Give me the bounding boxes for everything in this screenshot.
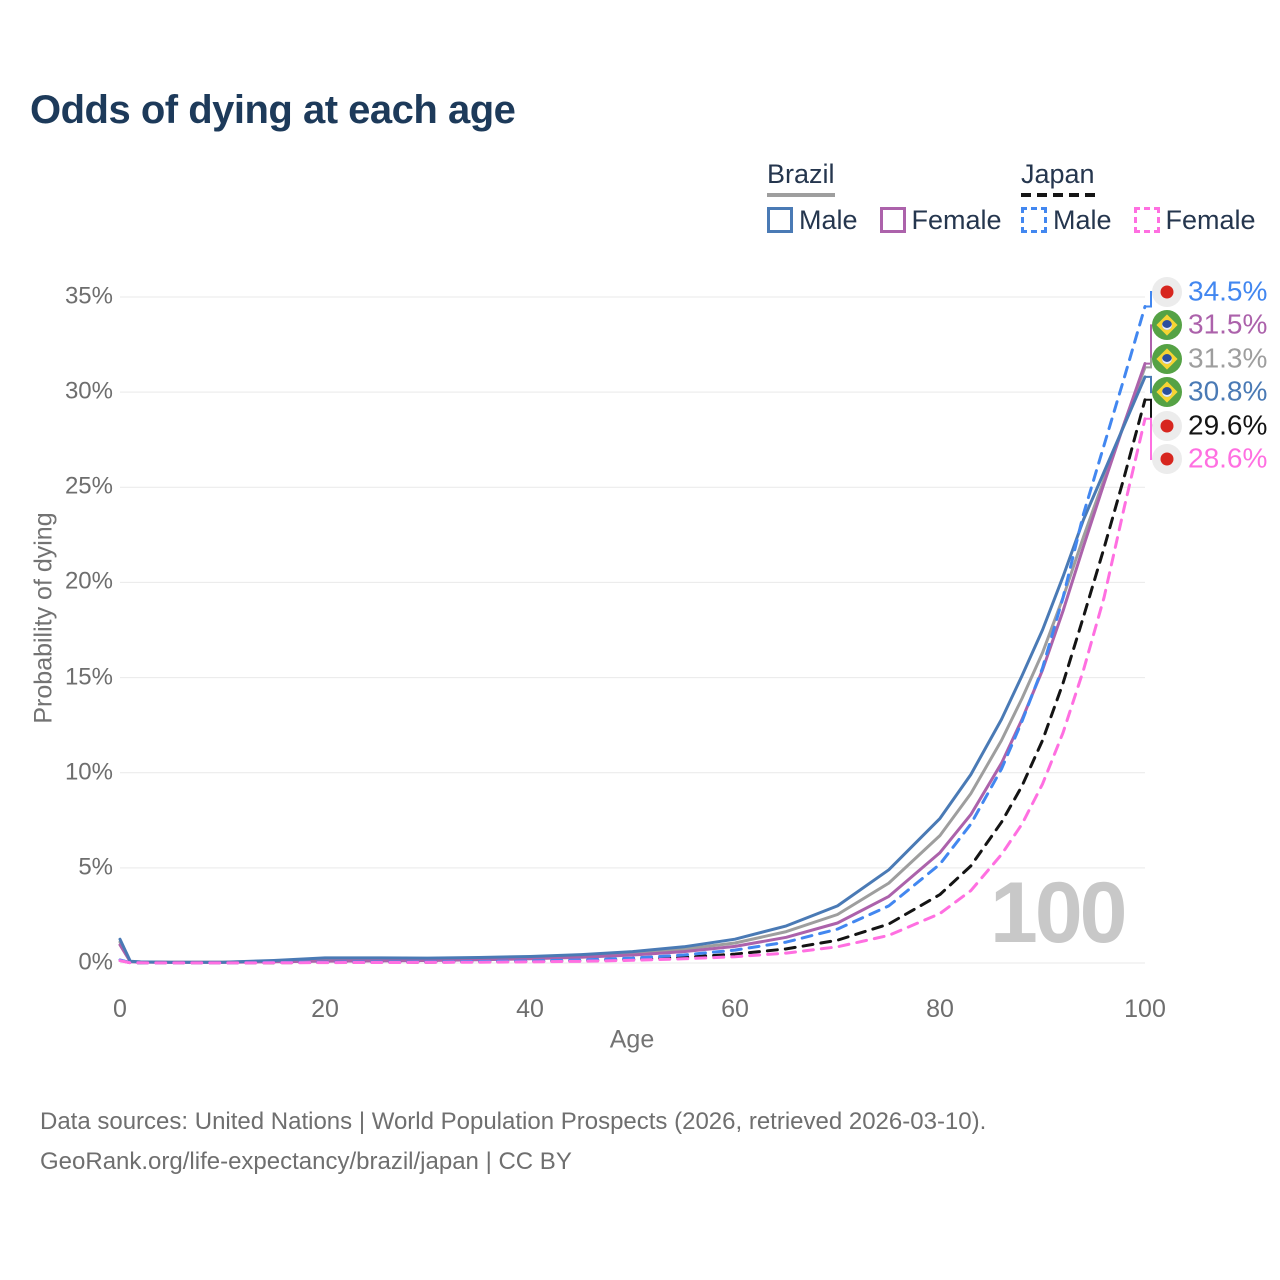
data-sources-note: Data sources: United Nations | World Pop…	[40, 1108, 987, 1135]
brazil-female-swatch-icon	[879, 207, 906, 234]
legend-country-label: Brazil	[767, 159, 835, 189]
y-tick-20: 20%	[64, 567, 113, 595]
legend-item-brazil-female[interactable]: Female	[879, 204, 1002, 236]
x-tick-40: 40	[516, 995, 544, 1023]
japan-male-swatch-icon	[1021, 207, 1047, 234]
end-label-japan-female: 28.6%	[1188, 442, 1268, 474]
end-label-brazil-male: 30.8%	[1188, 375, 1268, 407]
brazil-line-style-swatch	[767, 192, 835, 197]
x-axis-title: Age	[609, 1025, 655, 1054]
y-tick-25: 25%	[64, 472, 113, 500]
legend-item-label: Male	[1053, 204, 1112, 235]
end-label-brazil-both: 31.3%	[1188, 342, 1268, 374]
y-tick-15: 15%	[64, 663, 113, 691]
x-tick-60: 60	[721, 995, 749, 1023]
legend-item-label: Female	[1165, 204, 1256, 235]
end-label-japan-both: 29.6%	[1188, 408, 1268, 440]
x-tick-80: 80	[926, 995, 954, 1023]
y-tick-35: 35%	[64, 282, 113, 310]
y-tick-5: 5%	[78, 853, 113, 881]
x-tick-100: 100	[1124, 995, 1166, 1023]
source-link[interactable]: GeoRank.org/life-expectancy/brazil/japan…	[40, 1148, 572, 1175]
y-tick-30: 30%	[64, 377, 113, 405]
x-tick-0: 0	[113, 995, 127, 1023]
japan-flag-icon	[1152, 410, 1182, 441]
japan-female-swatch-icon	[1133, 207, 1160, 234]
legend-group-japan: Japan Male Female	[1021, 159, 1256, 236]
age-counter-watermark: 100	[990, 865, 1127, 961]
legend-item-japan-male[interactable]: Male	[1021, 205, 1112, 236]
y-axis-title: Probability of dying	[29, 512, 58, 724]
brazil-flag-icon	[1152, 343, 1182, 374]
legend-item-japan-female[interactable]: Female	[1133, 204, 1256, 236]
japan-flag-icon	[1152, 277, 1182, 307]
legend-item-label: Female	[911, 204, 1002, 235]
end-label-japan-male: 34.5%	[1188, 275, 1268, 307]
line-japan-female[interactable]	[118, 417, 1147, 965]
legend-item-label: Male	[799, 204, 858, 235]
japan-flag-icon	[1152, 444, 1182, 474]
x-tick-20: 20	[311, 995, 339, 1023]
y-tick-10: 10%	[64, 758, 113, 786]
y-tick-0: 0%	[78, 948, 113, 976]
legend-group-brazil: Brazil Male Female	[767, 159, 1002, 236]
brazil-flag-icon	[1152, 310, 1182, 341]
legend-country-label: Japan	[1021, 159, 1095, 189]
end-label-brazil-female: 31.5%	[1188, 308, 1268, 340]
brazil-flag-icon	[1152, 377, 1182, 408]
legend-country-brazil[interactable]: Brazil	[767, 159, 835, 197]
brazil-male-swatch-icon	[767, 207, 793, 234]
legend-item-brazil-male[interactable]: Male	[767, 205, 858, 236]
page-title: Odds of dying at each age	[30, 88, 516, 132]
legend-country-japan[interactable]: Japan	[1021, 159, 1095, 197]
japan-line-style-swatch	[1021, 192, 1095, 197]
